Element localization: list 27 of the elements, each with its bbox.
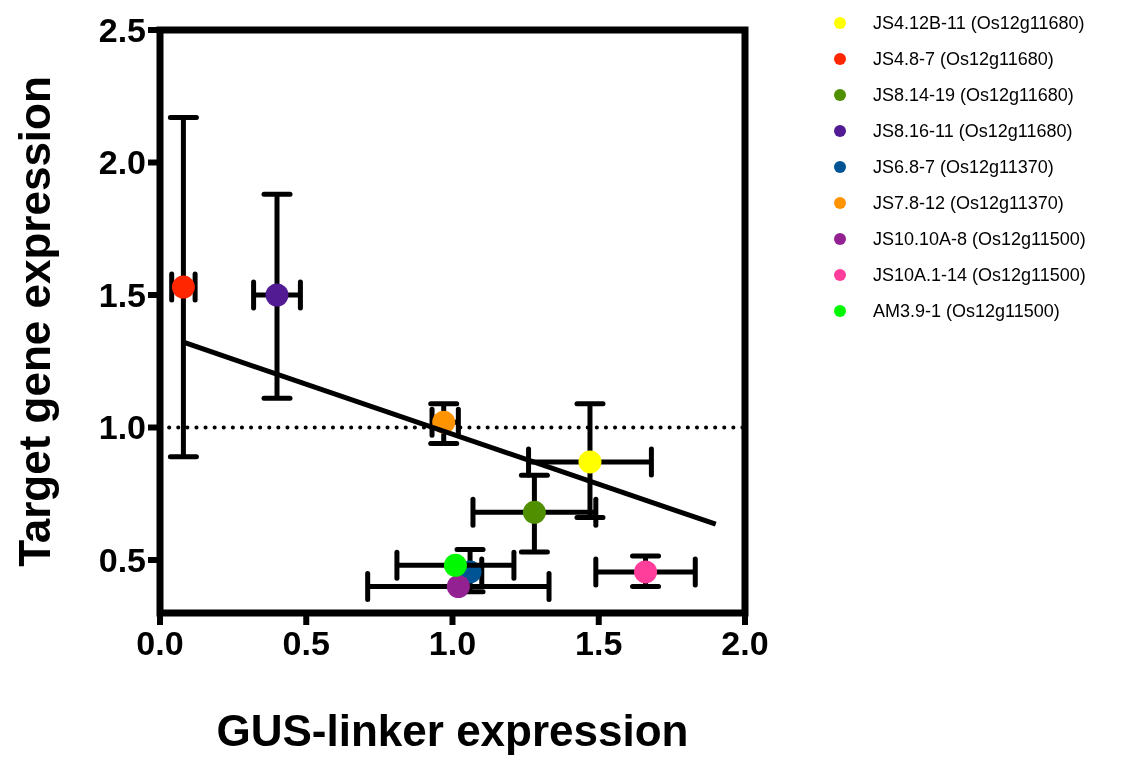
x-tick-label: 1.5 [575,624,623,662]
point [446,575,470,598]
x-axis-title: GUS-linker expression [216,706,689,755]
legend-label: JS10A.1-14 (Os12g11500) [873,265,1086,286]
y-tick-label: 2.0 [98,143,146,182]
y-tick-label: 1.5 [98,275,146,314]
point [265,283,289,307]
y-tick-label: 1.0 [98,408,146,447]
point [634,560,658,584]
legend-label: JS10.10A-8 (Os12g11500) [873,229,1086,250]
y-tick-label: 2.5 [98,10,146,49]
x-tick-label: 2.0 [721,624,769,662]
x-tick-label: 0.5 [282,624,330,662]
legend-label: JS4.8-7 (Os12g11680) [873,49,1054,70]
legend-label: AM3.9-1 (Os12g11500) [873,301,1060,322]
legend-label: JS8.16-11 (Os12g11680) [873,121,1073,142]
point [522,500,546,524]
x-tick-label: 0.0 [136,624,184,662]
point [578,450,602,474]
point [443,553,467,577]
legend-label: JS7.8-12 (Os12g11370) [873,193,1064,214]
y-axis-title: Target gene expression [10,76,59,567]
y-tick-label: 0.5 [98,540,146,579]
x-tick-label: 1.0 [428,624,477,662]
legend-label: JS6.8-7 (Os12g11370) [873,157,1054,178]
legend-label: JS8.14-19 (Os12g11680) [873,85,1074,106]
legend-label: JS4.12B-11 (Os12g11680) [873,13,1085,34]
